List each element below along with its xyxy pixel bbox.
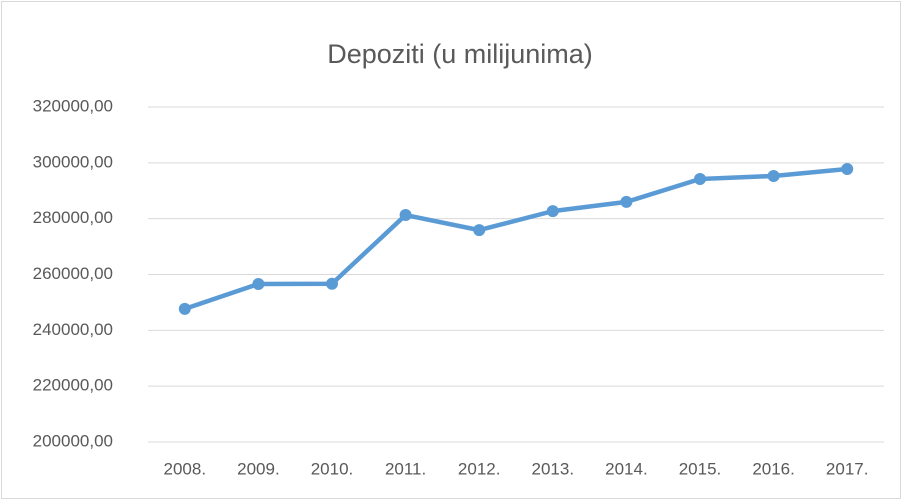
data-line [182, 166, 850, 312]
data-point [326, 277, 338, 290]
data-point [767, 169, 780, 182]
x-tick-label: 2014. [605, 459, 648, 478]
x-tick-label: 2009. [237, 459, 280, 478]
data-point [694, 173, 706, 186]
chart-title: Depoziti (u milijunima) [327, 39, 593, 69]
data-point [473, 224, 486, 237]
x-tick-label: 2010. [311, 459, 354, 478]
x-tick-label: 2013. [532, 459, 575, 478]
data-point [252, 277, 265, 290]
data-point [399, 209, 412, 222]
x-tick-label: 2017. [826, 459, 869, 478]
y-tick-label: 260000,00 [33, 264, 113, 283]
y-tick-label: 300000,00 [33, 152, 113, 171]
y-tick-label: 320000,00 [33, 96, 113, 115]
x-tick-label: 2008. [164, 459, 207, 478]
x-tick-label: 2011. [385, 459, 426, 478]
data-point [546, 205, 559, 218]
x-tick-label: 2016. [752, 459, 795, 478]
data-point [620, 195, 633, 208]
x-tick-label: 2015. [679, 459, 722, 478]
y-tick-label: 240000,00 [33, 320, 113, 339]
data-point [841, 162, 854, 175]
data-point [178, 302, 191, 315]
y-tick-label: 200000,00 [33, 431, 113, 450]
x-tick-label: 2012. [458, 459, 501, 478]
y-tick-label: 280000,00 [33, 208, 113, 227]
y-tick-label: 220000,00 [33, 376, 113, 395]
